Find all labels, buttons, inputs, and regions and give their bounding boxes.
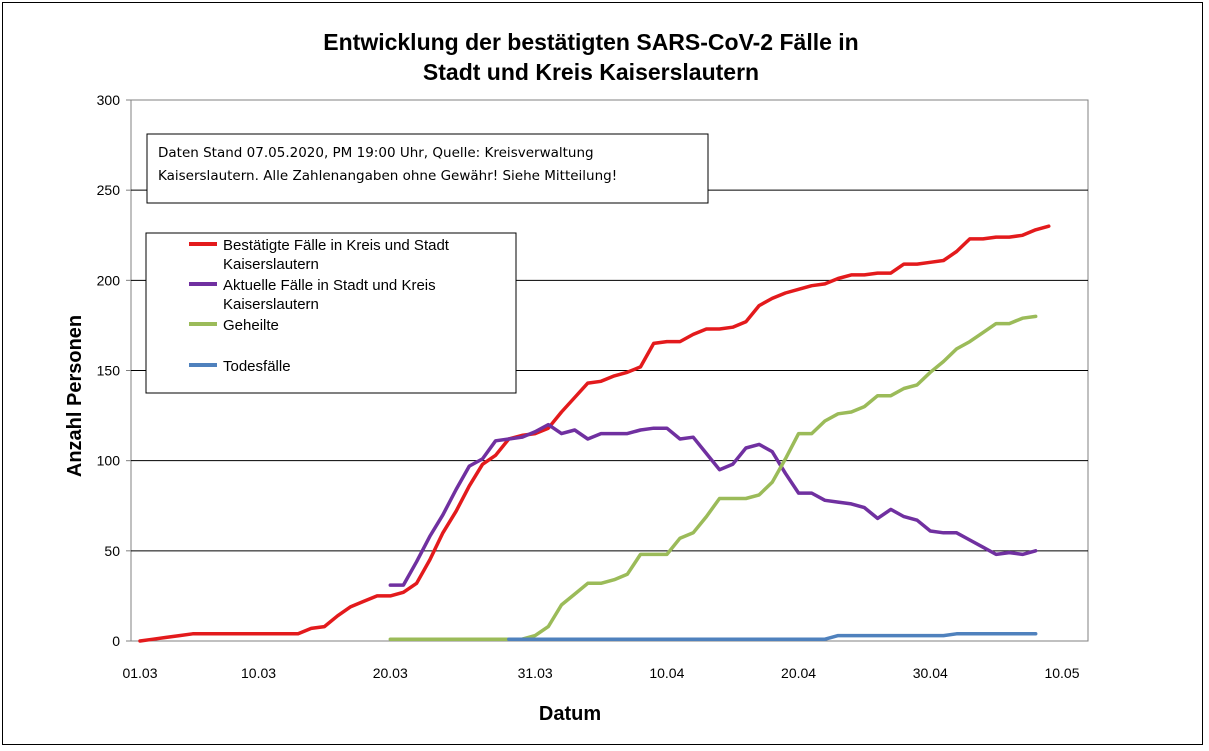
- legend-label-2-cont: Kaiserslautern: [223, 296, 319, 313]
- x-tick-label-10.03: 10.03: [241, 665, 276, 681]
- y-tick-label-100: 100: [97, 453, 121, 469]
- y-tick-label-300: 300: [97, 92, 121, 108]
- y-tick-label-200: 200: [97, 272, 121, 288]
- y-tick-label-150: 150: [97, 363, 121, 379]
- legend-label-3: Geheilte: [223, 317, 279, 334]
- series-line-4: [507, 632, 1038, 641]
- series-line-2: [388, 422, 1038, 587]
- x-tick-label-20.04: 20.04: [781, 665, 816, 681]
- x-tick-label-01.03: 01.03: [122, 665, 157, 681]
- series-line-3: [388, 314, 1038, 641]
- x-tick-label-20.03: 20.03: [373, 665, 408, 681]
- y-tick-label-250: 250: [97, 182, 121, 198]
- x-tick-label-10.05: 10.05: [1044, 665, 1079, 681]
- y-tick-label-50: 50: [104, 543, 120, 559]
- x-tick-label-10.04: 10.04: [649, 665, 684, 681]
- y-tick-label-0: 0: [112, 633, 120, 649]
- chart-title-line-2: Stadt und Kreis Kaiserslautern: [423, 59, 759, 85]
- x-axis-title: Datum: [539, 703, 601, 725]
- y-axis-title: Anzahl Personen: [64, 315, 86, 477]
- series-line-1: [138, 224, 1051, 643]
- x-tick-label-31.03: 31.03: [518, 665, 553, 681]
- note-box-frame: [146, 133, 709, 204]
- legend-frame: [145, 232, 517, 394]
- legend-items: Bestätigte Fälle in Kreis und Stadt Kaise…: [189, 237, 450, 375]
- x-tick-labels: 01.03 10.03 20.03 31.03 10.04 20.04 30.04 10.05: [122, 665, 1079, 681]
- legend-label-1: Bestätigte Fälle in Kreis und Stadt: [223, 237, 450, 254]
- note-line-1: Daten Stand 07.05.2020, PM 19:00 Uhr, Qu…: [158, 145, 594, 161]
- note-line-2: Kaiserslautern. Alle Zahlenangaben ohne …: [158, 168, 617, 184]
- legend-label-1-cont: Kaiserslautern: [223, 256, 319, 273]
- series-lines: [138, 224, 1051, 643]
- legend: Bestätigte Fälle in Kreis und Stadt Kaise…: [145, 232, 517, 394]
- chart-title-line-1: Entwicklung der bestätigten SARS-CoV-2 F…: [323, 29, 858, 55]
- y-tick-labels: 0 50 100 150 200 250 300: [97, 92, 121, 649]
- x-tick-label-30.04: 30.04: [913, 665, 948, 681]
- data-note-box: Daten Stand 07.05.2020, PM 19:00 Uhr, Qu…: [146, 133, 709, 204]
- legend-label-4: Todesfälle: [223, 358, 291, 375]
- legend-label-2: Aktuelle Fälle in Stadt und Kreis: [223, 277, 436, 294]
